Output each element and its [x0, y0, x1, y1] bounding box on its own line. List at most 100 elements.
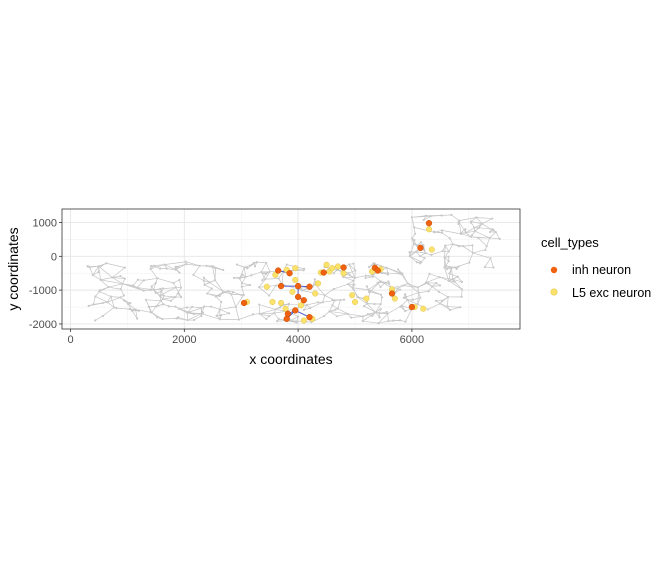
network-node — [364, 274, 367, 277]
network-node — [459, 306, 462, 309]
network-node — [316, 301, 320, 304]
network-edge — [164, 264, 176, 270]
network-node — [231, 291, 235, 294]
network-node — [387, 320, 390, 323]
network-node — [489, 257, 492, 260]
network-node — [380, 296, 384, 299]
network-edge — [462, 245, 473, 247]
network-edge — [107, 297, 121, 303]
network-edge — [151, 306, 157, 313]
network-node — [424, 214, 428, 217]
network-edge — [256, 261, 267, 264]
network-edge — [259, 309, 276, 315]
network-node — [460, 232, 463, 235]
network-node — [167, 305, 171, 308]
network-node — [457, 222, 460, 225]
network-node — [152, 288, 155, 291]
network-node — [156, 316, 159, 319]
network-edge — [461, 233, 472, 238]
network-edge — [444, 251, 450, 258]
network-edge — [216, 309, 221, 317]
network-node — [106, 301, 109, 304]
network-edge — [153, 287, 176, 291]
network-edge — [211, 306, 220, 310]
network-edge — [343, 276, 355, 279]
network-node — [129, 302, 132, 305]
network-edge — [449, 238, 454, 245]
network-node — [150, 285, 153, 288]
network-edge — [173, 279, 180, 284]
network-node — [402, 284, 405, 287]
network-node — [313, 278, 316, 281]
network-node — [205, 264, 208, 267]
network-node — [387, 282, 391, 285]
network-node — [414, 232, 417, 235]
network-node — [123, 266, 126, 269]
network-edge — [465, 230, 476, 234]
x-tick-label: 0 — [67, 334, 73, 346]
network-node — [386, 312, 389, 315]
network-edge — [449, 306, 461, 311]
point-l5-exc-neuron — [263, 283, 270, 290]
network-node — [347, 263, 351, 266]
network-edge — [337, 313, 348, 317]
network-node — [450, 266, 453, 270]
network-edge — [329, 311, 348, 315]
network-node — [404, 309, 407, 313]
network-node — [471, 251, 474, 254]
network-edge — [92, 265, 99, 276]
network-edge — [472, 249, 486, 254]
network-node — [468, 261, 471, 264]
network-node — [149, 264, 153, 268]
network-node — [94, 319, 97, 322]
network-node — [437, 290, 441, 293]
network-node — [322, 314, 326, 318]
network-node — [105, 262, 108, 265]
network-node — [130, 309, 134, 312]
network-edge — [387, 272, 402, 275]
network-edge — [495, 231, 501, 240]
network-node — [372, 262, 375, 265]
network-node — [246, 267, 249, 270]
network-node — [492, 228, 495, 231]
network-node — [342, 298, 346, 301]
network-node — [203, 305, 206, 308]
network-edge — [241, 276, 246, 284]
network-node — [352, 262, 355, 265]
network-edge — [307, 302, 319, 306]
network-edge — [268, 285, 277, 296]
network-edge — [93, 296, 96, 305]
network-node — [200, 314, 203, 318]
network-edge — [409, 255, 418, 263]
network-node — [460, 295, 463, 298]
y-tick-label: -1000 — [29, 285, 57, 297]
network-edge — [136, 280, 145, 288]
network-edge — [153, 289, 164, 300]
network-node — [446, 305, 449, 308]
network-edge — [472, 252, 491, 259]
network-node — [237, 318, 240, 321]
network-node — [368, 290, 372, 293]
network-node — [446, 268, 449, 271]
network-node — [309, 306, 312, 310]
network-edge — [185, 261, 200, 267]
network-edge — [212, 265, 224, 271]
network-node — [211, 264, 214, 268]
network-node — [447, 255, 450, 258]
network-node — [365, 302, 368, 305]
network-node — [485, 244, 488, 248]
network-edge — [333, 283, 349, 290]
network-node — [323, 294, 326, 297]
network-node — [420, 260, 423, 263]
network-edge — [401, 273, 408, 284]
network-node — [264, 278, 267, 281]
point-l5-exc-neuron — [312, 290, 319, 297]
network-edge — [159, 295, 176, 298]
legend-label-l5-exc-neuron: L5 exc neuron — [572, 286, 651, 300]
network-node — [248, 283, 252, 287]
network-node — [302, 308, 306, 312]
point-inh-neuron — [275, 267, 282, 274]
network-node — [434, 299, 438, 302]
network-node — [444, 244, 447, 247]
network-node — [210, 305, 213, 308]
